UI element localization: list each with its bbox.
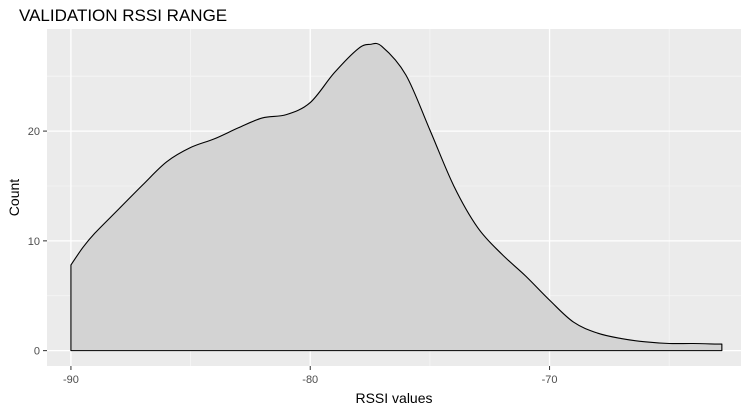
x-axis-title: RSSI values <box>355 390 432 406</box>
y-tick-label: 20 <box>28 126 40 138</box>
y-axis-title: Count <box>6 179 22 216</box>
y-tick-label: 10 <box>28 236 40 248</box>
density-area <box>70 42 723 352</box>
chart-title: VALIDATION RSSI RANGE <box>19 6 228 25</box>
x-tick-label: -80 <box>302 374 318 386</box>
y-tick-label: 0 <box>34 346 40 358</box>
x-tick-label: -90 <box>63 374 79 386</box>
x-tick-label: -70 <box>542 374 558 386</box>
